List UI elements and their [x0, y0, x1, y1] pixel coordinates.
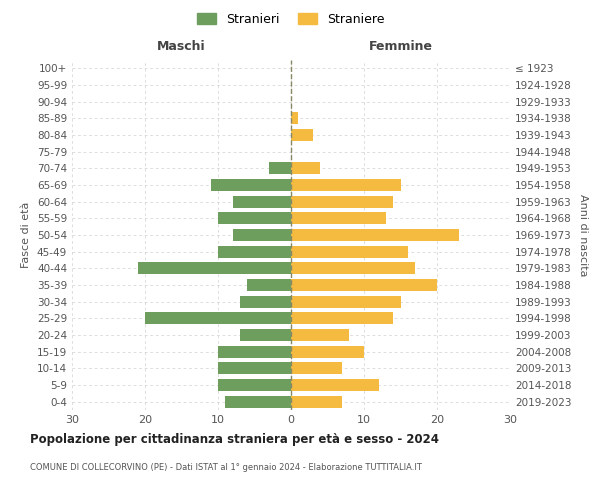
- Bar: [240, 296, 291, 308]
- Bar: [291, 329, 349, 341]
- Bar: [291, 246, 408, 258]
- Bar: [247, 279, 291, 291]
- Bar: [138, 262, 291, 274]
- Bar: [211, 179, 291, 191]
- Text: Maschi: Maschi: [157, 40, 206, 52]
- Bar: [291, 362, 342, 374]
- Bar: [291, 296, 401, 308]
- Bar: [291, 312, 393, 324]
- Y-axis label: Anni di nascita: Anni di nascita: [578, 194, 588, 276]
- Bar: [233, 196, 291, 207]
- Bar: [145, 312, 291, 324]
- Bar: [218, 346, 291, 358]
- Bar: [291, 212, 386, 224]
- Bar: [291, 129, 313, 141]
- Text: Popolazione per cittadinanza straniera per età e sesso - 2024: Popolazione per cittadinanza straniera p…: [30, 432, 439, 446]
- Bar: [291, 262, 415, 274]
- Bar: [218, 362, 291, 374]
- Bar: [218, 379, 291, 391]
- Bar: [291, 196, 393, 207]
- Bar: [291, 112, 298, 124]
- Bar: [226, 396, 291, 407]
- Text: COMUNE DI COLLECORVINO (PE) - Dati ISTAT al 1° gennaio 2024 - Elaborazione TUTTI: COMUNE DI COLLECORVINO (PE) - Dati ISTAT…: [30, 462, 422, 471]
- Bar: [291, 162, 320, 174]
- Bar: [218, 246, 291, 258]
- Bar: [218, 212, 291, 224]
- Text: Femmine: Femmine: [368, 40, 433, 52]
- Bar: [291, 279, 437, 291]
- Bar: [291, 229, 459, 241]
- Bar: [291, 179, 401, 191]
- Bar: [291, 379, 379, 391]
- Y-axis label: Fasce di età: Fasce di età: [22, 202, 31, 268]
- Bar: [291, 346, 364, 358]
- Bar: [240, 329, 291, 341]
- Bar: [291, 396, 342, 407]
- Legend: Stranieri, Straniere: Stranieri, Straniere: [191, 7, 391, 32]
- Bar: [233, 229, 291, 241]
- Bar: [269, 162, 291, 174]
